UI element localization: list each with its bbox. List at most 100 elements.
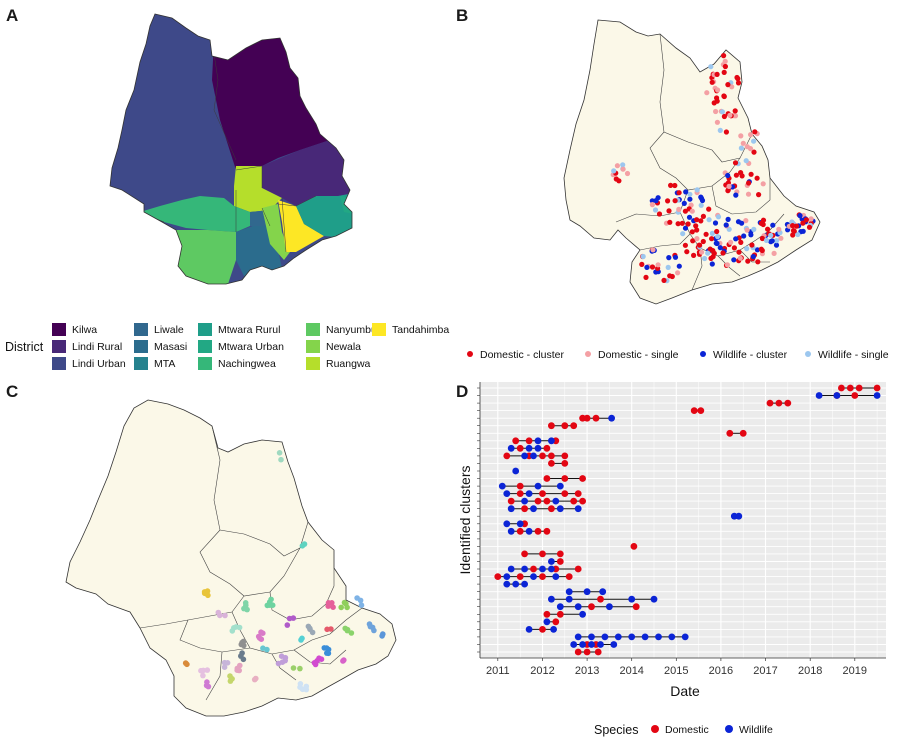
case-point bbox=[668, 182, 674, 188]
wildlife-case-point bbox=[525, 626, 533, 633]
case-point bbox=[723, 222, 729, 228]
case-point bbox=[776, 226, 782, 232]
district-legend-swatch bbox=[52, 357, 66, 370]
district-legend-swatch bbox=[134, 340, 148, 353]
case-point bbox=[676, 206, 682, 212]
case-point bbox=[693, 223, 699, 229]
domestic-case-point bbox=[539, 626, 546, 633]
domestic-case-point bbox=[855, 384, 863, 392]
case-point bbox=[745, 258, 751, 264]
wildlife-case-point bbox=[503, 573, 511, 580]
cluster-location-point bbox=[241, 605, 247, 612]
species-legend-key bbox=[725, 725, 733, 733]
domestic-case-point bbox=[494, 573, 502, 580]
case-point bbox=[803, 217, 810, 223]
case-point bbox=[727, 112, 733, 118]
cluster-location-point bbox=[297, 681, 304, 687]
case-point bbox=[643, 274, 649, 280]
panel-a-map bbox=[109, 13, 353, 285]
wildlife-case-point bbox=[556, 603, 564, 611]
case-point bbox=[806, 224, 813, 230]
case-point bbox=[748, 132, 754, 138]
cluster-location-point bbox=[338, 604, 345, 611]
wildlife-case-point bbox=[579, 610, 586, 618]
wildlife-case-point bbox=[655, 633, 662, 641]
case-point bbox=[721, 69, 727, 75]
wildlife-case-point bbox=[614, 633, 622, 641]
case-point bbox=[736, 249, 742, 255]
domestic-case-point bbox=[726, 429, 734, 437]
case-point bbox=[706, 217, 712, 223]
domestic-case-point bbox=[548, 452, 555, 460]
case-point bbox=[754, 175, 760, 181]
domestic-case-point bbox=[521, 550, 528, 558]
domestic-case-point bbox=[561, 452, 569, 460]
wildlife-case-point bbox=[516, 520, 524, 528]
cluster-location-point bbox=[204, 588, 211, 594]
case-point bbox=[614, 163, 621, 169]
district-legend-label: Ruangwa bbox=[326, 358, 371, 370]
wildlife-case-point bbox=[583, 588, 591, 596]
wildlife-case-point bbox=[548, 595, 555, 603]
case-point bbox=[758, 220, 765, 226]
cluster-location-point bbox=[301, 541, 308, 547]
domestic-case-point bbox=[556, 550, 564, 558]
case-point bbox=[722, 58, 728, 64]
case-point bbox=[698, 218, 704, 224]
cluster-location-point bbox=[342, 625, 349, 632]
domestic-case-point bbox=[556, 558, 564, 565]
domestic-case-point bbox=[516, 527, 524, 535]
case-point bbox=[697, 242, 703, 248]
wildlife-case-point bbox=[552, 573, 560, 580]
wildlife-case-point bbox=[543, 618, 551, 626]
domestic-case-point bbox=[516, 573, 524, 580]
case-point bbox=[667, 219, 673, 225]
x-tick-label: 2019 bbox=[843, 665, 867, 677]
case-legend-label: Wildlife - cluster bbox=[713, 349, 788, 361]
case-point bbox=[682, 225, 689, 231]
cluster-location-point bbox=[200, 672, 206, 679]
case-point bbox=[770, 222, 776, 228]
case-point bbox=[751, 226, 757, 232]
district-kilwa-region bbox=[212, 14, 352, 170]
case-point bbox=[708, 64, 714, 70]
x-axis-title: Date bbox=[670, 683, 700, 699]
domestic-case-point bbox=[775, 399, 783, 407]
case-point bbox=[743, 218, 749, 224]
case-point bbox=[714, 240, 720, 247]
district-legend-label: Newala bbox=[326, 341, 361, 353]
panel-label-a: A bbox=[6, 6, 19, 25]
district-legend-label: Lindi Urban bbox=[72, 358, 126, 370]
cluster-location-point bbox=[357, 597, 364, 604]
case-point bbox=[729, 84, 735, 90]
case-point bbox=[739, 173, 745, 179]
case-point bbox=[733, 236, 739, 242]
domestic-case-point bbox=[552, 618, 560, 626]
cluster-location-point bbox=[276, 450, 283, 456]
case-legend-key bbox=[467, 351, 473, 357]
domestic-case-point bbox=[570, 497, 578, 505]
case-point bbox=[734, 74, 740, 81]
domestic-case-point bbox=[543, 527, 551, 535]
case-point bbox=[680, 231, 686, 237]
case-point bbox=[733, 172, 740, 178]
wildlife-case-point bbox=[610, 641, 618, 648]
case-point bbox=[759, 247, 765, 254]
case-point bbox=[726, 183, 732, 189]
case-point bbox=[744, 246, 750, 252]
cluster-location-point bbox=[371, 627, 377, 634]
case-point bbox=[739, 220, 745, 226]
wildlife-case-point bbox=[574, 633, 582, 641]
cluster-location-point bbox=[358, 602, 365, 608]
domestic-case-point bbox=[516, 482, 524, 490]
case-point bbox=[676, 190, 682, 196]
domestic-case-point bbox=[525, 437, 533, 445]
wildlife-case-point bbox=[641, 633, 649, 641]
domestic-case-point bbox=[539, 490, 546, 497]
domestic-case-point bbox=[583, 414, 591, 422]
wildlife-case-point bbox=[579, 641, 586, 648]
cluster-location-point bbox=[341, 599, 348, 606]
wildlife-case-point bbox=[521, 580, 528, 588]
district-nanyumbu-region bbox=[170, 230, 236, 284]
wildlife-case-point bbox=[668, 633, 676, 641]
